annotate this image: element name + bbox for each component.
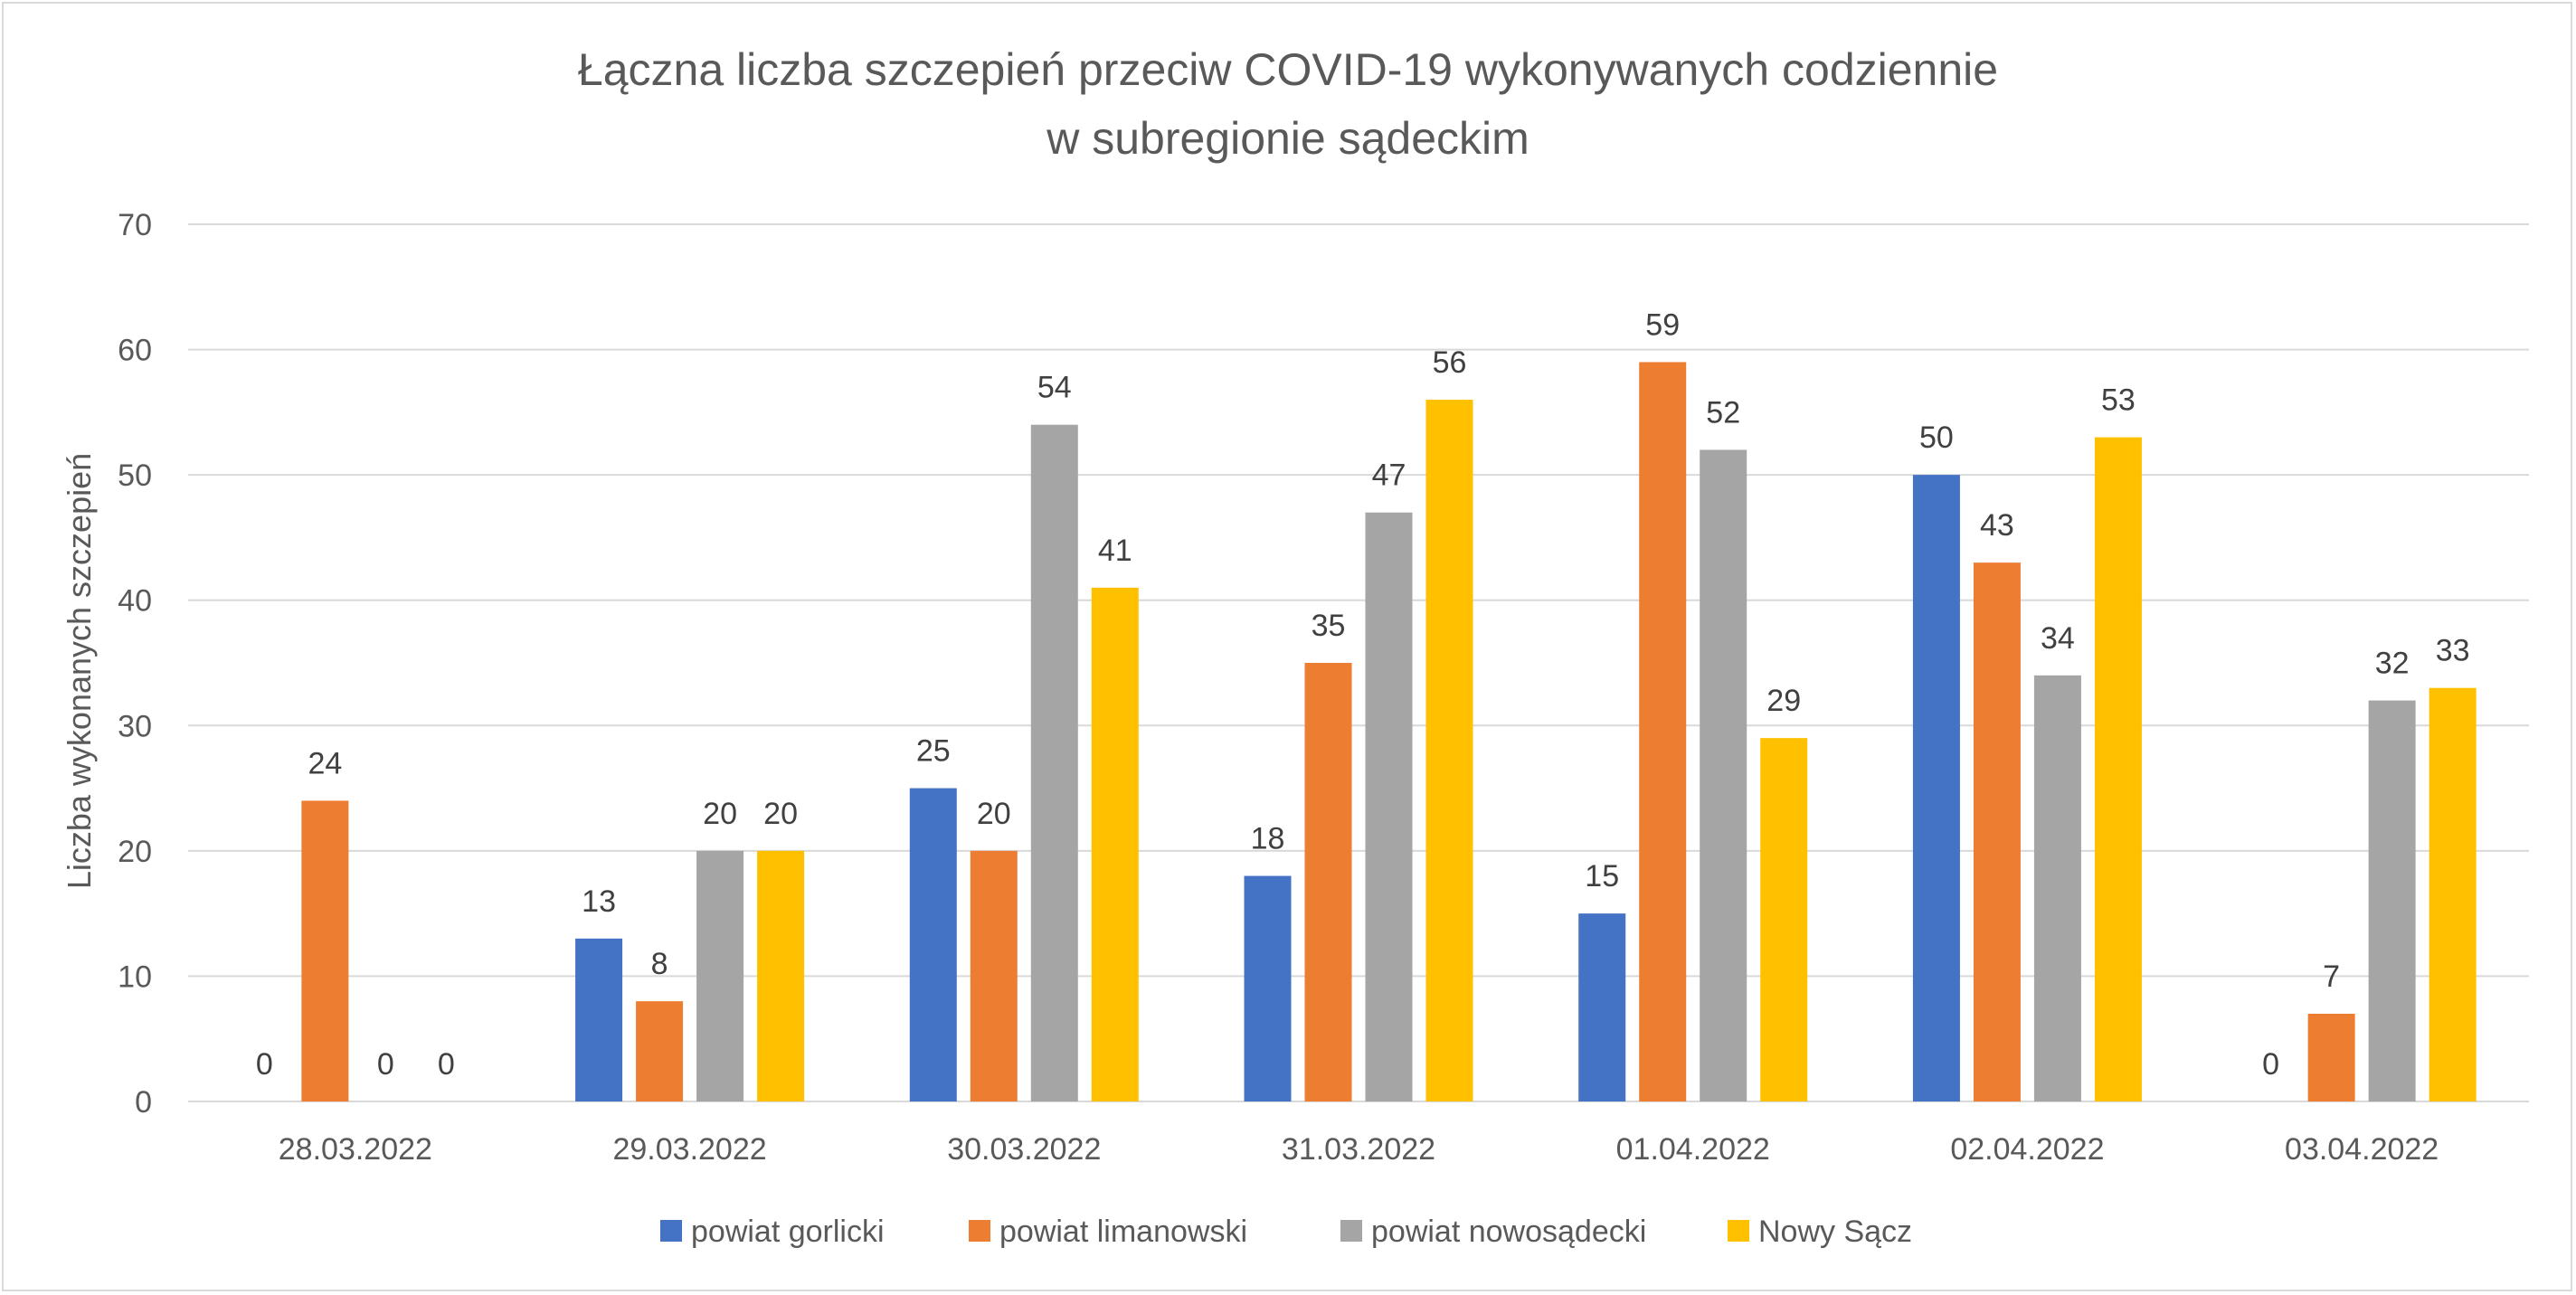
- y-tick-label: 40: [118, 584, 152, 619]
- bar: [636, 1001, 684, 1101]
- data-label: 59: [1645, 307, 1680, 342]
- legend-item: powiat nowosądecki: [1340, 1215, 1646, 1249]
- data-label: 20: [703, 797, 737, 831]
- chart-title: Łączna liczba szczepień przeciw COVID-19…: [578, 44, 1998, 95]
- data-label: 29: [1766, 684, 1801, 718]
- data-label: 53: [2101, 383, 2136, 418]
- bars: [301, 362, 2477, 1102]
- y-tick-label: 20: [118, 835, 152, 869]
- x-tick-label: 28.03.2022: [279, 1132, 432, 1167]
- y-axis-ticks: 0 10 20 30 40 50 60 70: [118, 208, 152, 1120]
- y-tick-label: 60: [118, 334, 152, 368]
- data-label: 0: [377, 1047, 394, 1082]
- legend-swatch: [1728, 1220, 1749, 1242]
- data-labels: 0 24 0 0 13 8 20 20 25 20 54 41 18 35 47 56 15 59 52 29 50 43…: [256, 307, 2470, 1082]
- x-axis-ticks: 28.03.2022 29.03.2022 30.03.2022 31.03.2022…: [279, 1132, 2439, 1167]
- x-tick-label: 03.04.2022: [2285, 1132, 2439, 1167]
- bar: [1700, 449, 1747, 1101]
- data-label: 0: [2262, 1047, 2279, 1082]
- y-tick-label: 50: [118, 458, 152, 493]
- legend-item: powiat limanowski: [969, 1215, 1247, 1249]
- legend: powiat gorlicki powiat limanowski powiat n…: [660, 1215, 1912, 1249]
- data-label: 0: [438, 1047, 455, 1082]
- bar: [1760, 738, 1808, 1101]
- x-tick-label: 31.03.2022: [1282, 1132, 1435, 1167]
- bar: [2429, 687, 2477, 1101]
- y-tick-label: 70: [118, 208, 152, 242]
- data-label: 7: [2323, 959, 2340, 994]
- bar: [1244, 875, 1292, 1101]
- bar: [1030, 424, 1078, 1101]
- data-label: 13: [582, 884, 616, 919]
- bar: [696, 850, 744, 1101]
- bar: [2094, 437, 2142, 1102]
- data-label: 33: [2436, 634, 2470, 668]
- data-label: 32: [2375, 647, 2410, 681]
- bar: [970, 850, 1018, 1101]
- data-label: 0: [256, 1047, 273, 1082]
- x-tick-label: 02.04.2022: [1950, 1132, 2104, 1167]
- bar: [2368, 700, 2416, 1101]
- x-tick-label: 30.03.2022: [947, 1132, 1101, 1167]
- legend-swatch: [660, 1220, 682, 1242]
- y-tick-label: 30: [118, 709, 152, 743]
- bar: [1912, 475, 1960, 1101]
- data-label: 54: [1037, 371, 1072, 405]
- bar: [1304, 663, 1352, 1101]
- bar: [1639, 362, 1687, 1101]
- bar: [757, 850, 805, 1101]
- data-label: 50: [1919, 421, 1954, 455]
- data-label: 47: [1372, 458, 1406, 493]
- y-tick-label: 10: [118, 959, 152, 994]
- data-label: 18: [1251, 822, 1285, 856]
- y-tick-label: 0: [135, 1085, 152, 1120]
- x-tick-label: 01.04.2022: [1616, 1132, 1770, 1167]
- data-label: 52: [1706, 395, 1740, 430]
- y-axis-title: Liczba wykonanych szczepień: [61, 453, 98, 889]
- data-label: 41: [1098, 534, 1132, 568]
- bar: [1091, 587, 1139, 1101]
- legend-swatch: [969, 1220, 990, 1242]
- bar: [575, 938, 623, 1101]
- data-label: 20: [763, 797, 798, 831]
- bar: [2307, 1014, 2355, 1101]
- bar: [1365, 512, 1413, 1101]
- data-label: 56: [1433, 345, 1467, 380]
- data-label: 34: [2041, 621, 2075, 656]
- legend-item: Nowy Sącz: [1728, 1215, 1912, 1249]
- bar: [1973, 562, 2021, 1101]
- gridlines: [188, 223, 2529, 1102]
- data-label: 24: [308, 746, 342, 780]
- bar: [1578, 913, 1626, 1101]
- legend-item: powiat gorlicki: [660, 1215, 885, 1249]
- data-label: 15: [1585, 859, 1619, 893]
- data-label: 25: [916, 734, 951, 769]
- data-label: 20: [977, 797, 1011, 831]
- data-label: 8: [651, 947, 668, 981]
- legend-label: Nowy Sącz: [1758, 1215, 1912, 1249]
- legend-label: powiat limanowski: [999, 1215, 1247, 1249]
- bar: [1425, 400, 1473, 1101]
- x-tick-label: 29.03.2022: [612, 1132, 766, 1167]
- chart-subtitle: w subregionie sądeckim: [1046, 113, 1530, 164]
- legend-label: powiat nowosądecki: [1371, 1215, 1646, 1249]
- legend-label: powiat gorlicki: [691, 1215, 885, 1249]
- bar: [909, 788, 957, 1101]
- legend-swatch: [1340, 1220, 1362, 1242]
- bar: [2033, 675, 2081, 1101]
- bar: [301, 800, 349, 1101]
- data-label: 35: [1312, 609, 1346, 643]
- data-label: 43: [1980, 508, 2014, 543]
